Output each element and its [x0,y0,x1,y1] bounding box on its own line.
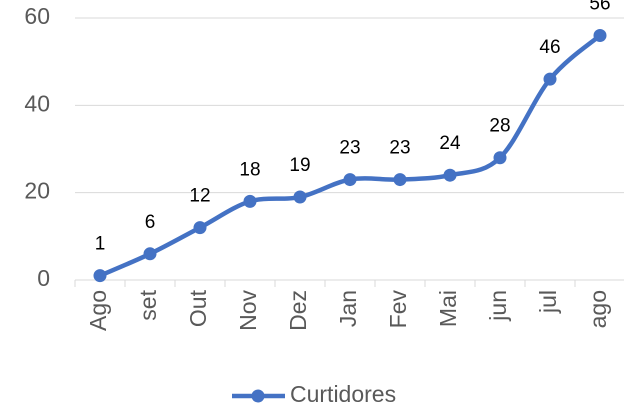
marker [543,72,557,86]
x-tick-label: ago [585,290,611,328]
data-label: 6 [145,212,156,233]
x-tick-label: Mai [435,290,461,327]
marker [593,28,607,42]
x-tick-label: Out [185,289,211,327]
marker [243,194,257,208]
x-tick-label: Ago [85,290,111,331]
y-tick-label: 40 [24,90,50,116]
data-label: 23 [389,138,410,159]
marker [393,173,407,187]
data-label: 46 [539,37,560,58]
y-tick-label: 20 [24,178,50,204]
marker [493,151,507,165]
y-tick-label: 60 [24,3,50,29]
x-tick-label: Fev [385,290,411,329]
x-tick-label: jul [535,290,561,314]
marker [443,168,457,182]
marker [293,190,307,204]
data-label: 23 [339,138,360,159]
data-label: 56 [589,0,610,14]
x-tick-label: Jan [335,290,361,327]
data-label: 28 [489,116,510,137]
y-tick-label: 0 [37,265,50,291]
data-label: 12 [189,186,210,207]
data-label: 1 [95,234,106,255]
legend-label: Curtidores [290,381,396,407]
x-tick-label: set [135,289,161,320]
data-label: 24 [439,133,461,154]
marker [93,269,107,283]
x-tick-label: jun [485,290,511,322]
marker [193,221,207,235]
legend-marker [251,389,265,403]
x-tick-label: Nov [235,290,261,331]
data-label: 19 [289,155,310,176]
data-label: 18 [239,159,260,180]
x-tick-label: Dez [285,290,311,331]
marker [343,173,357,187]
marker [143,247,157,261]
